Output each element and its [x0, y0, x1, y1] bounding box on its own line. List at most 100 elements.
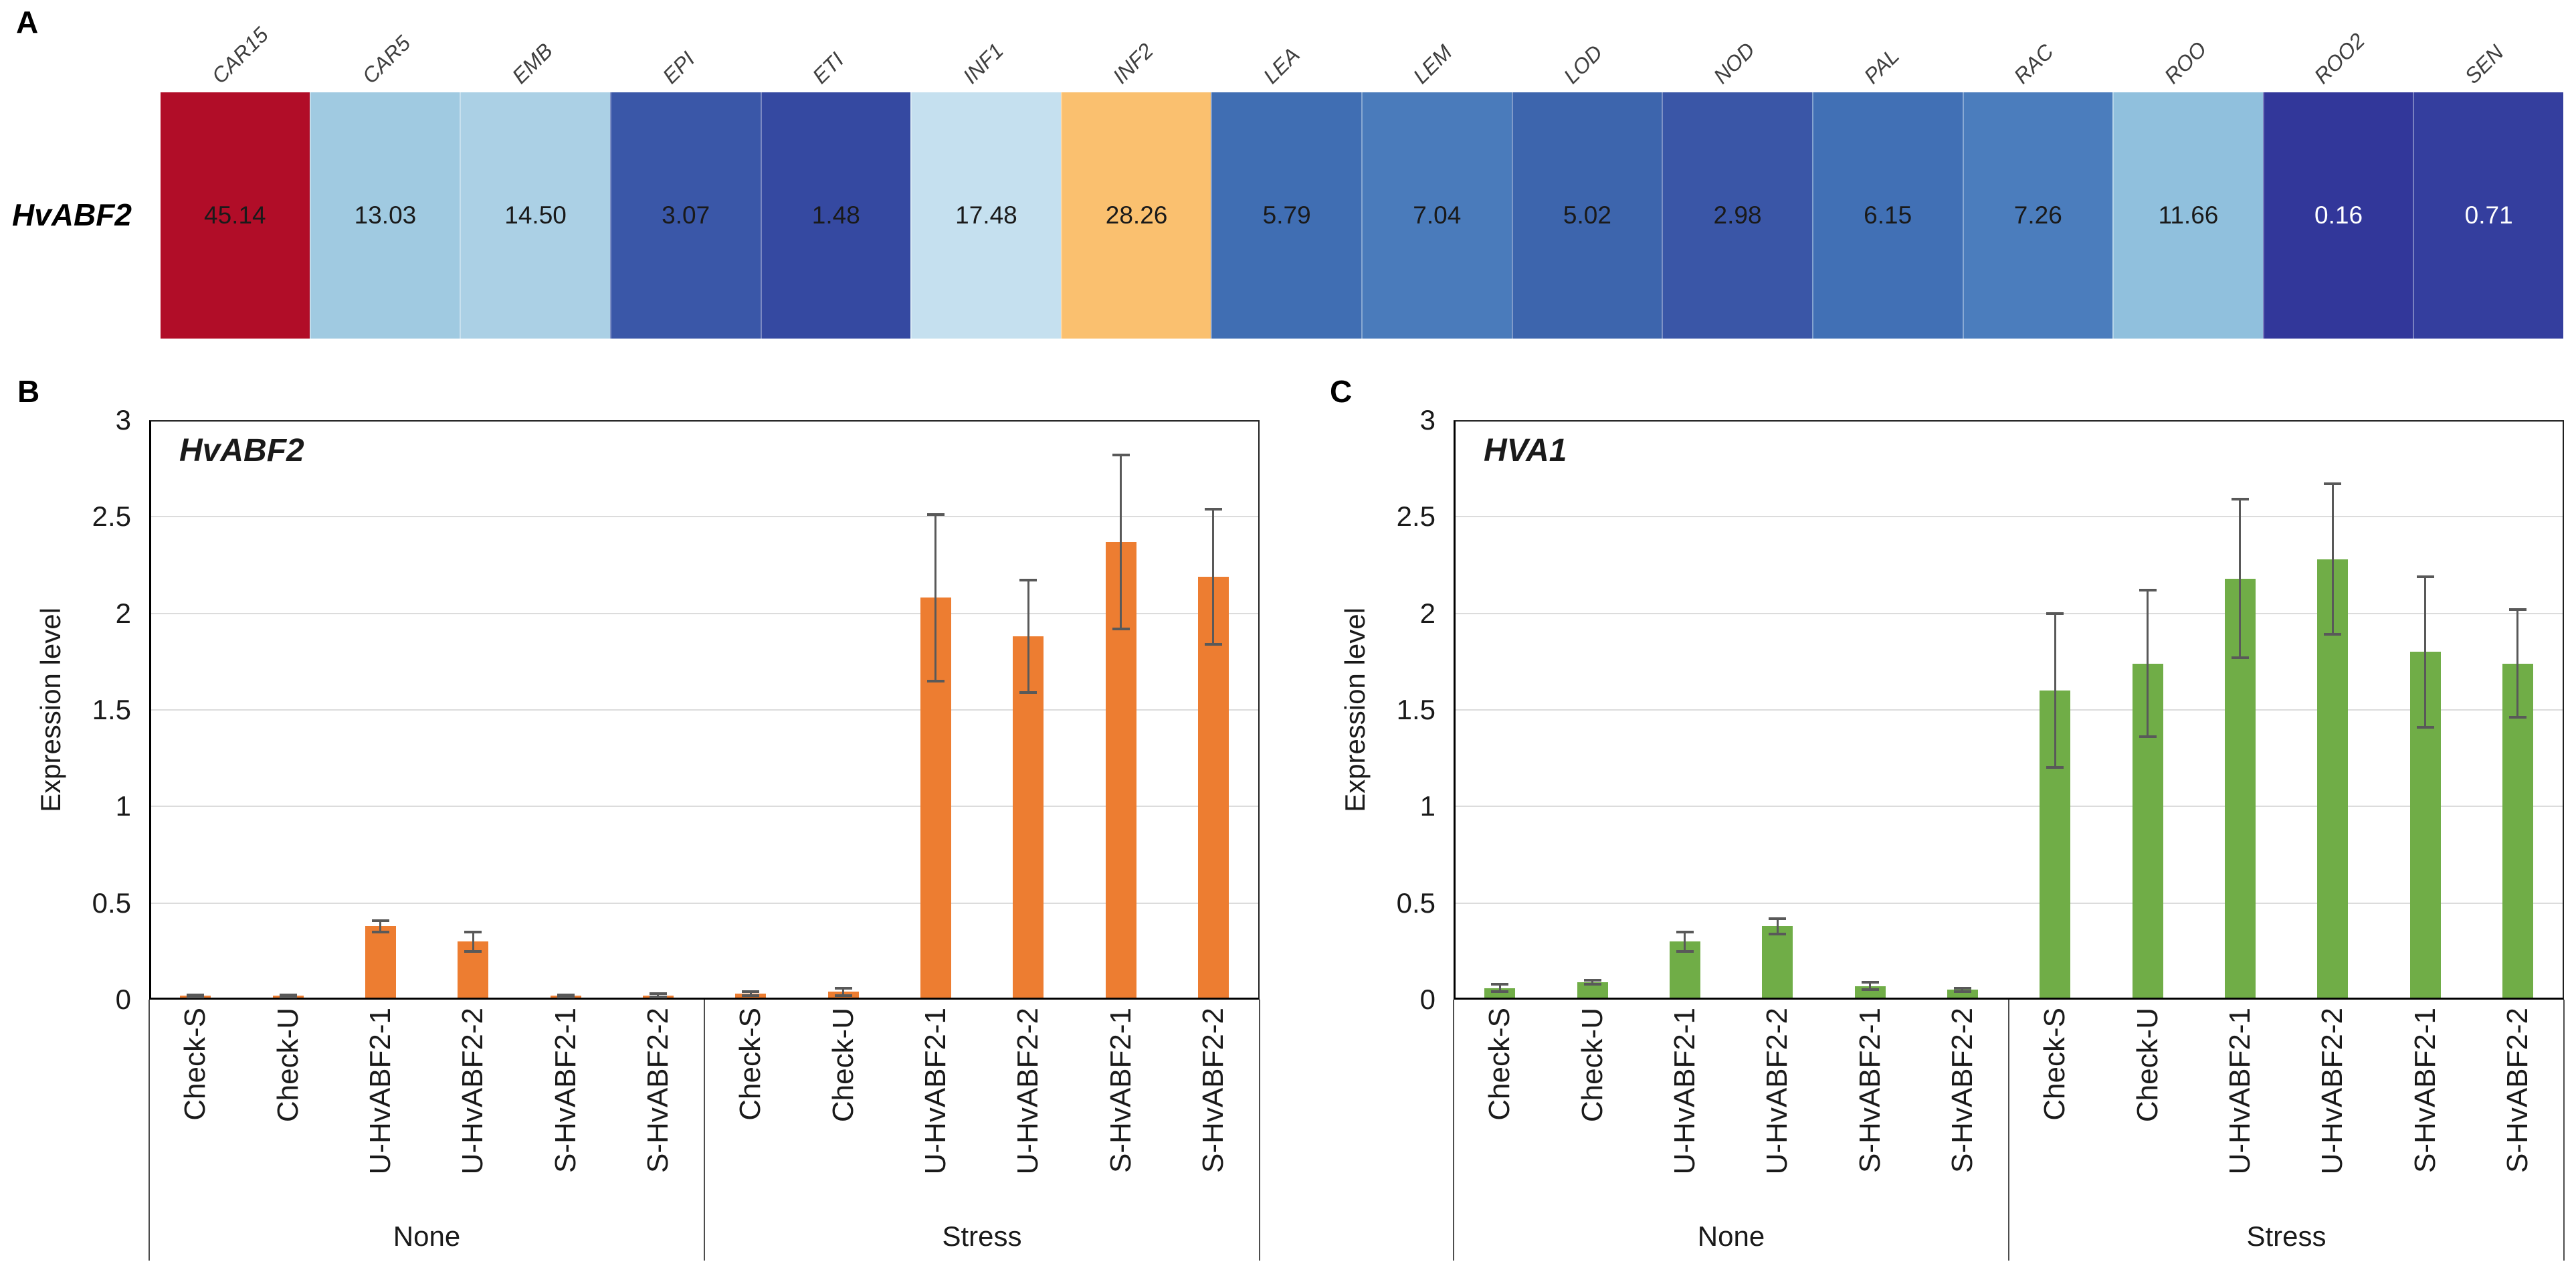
error-bar-cap-bottom	[2046, 766, 2064, 769]
error-bar-cap-top	[834, 986, 852, 990]
y-tick-label: 2	[115, 597, 131, 629]
bar	[1577, 982, 1608, 998]
gridline	[1456, 612, 2563, 614]
y-tick-label: 2.5	[92, 500, 131, 533]
heatmap-cell: 5.79	[1211, 92, 1361, 339]
y-tick-label: 2.5	[1396, 500, 1435, 533]
y-tick-label: 0.5	[1396, 887, 1435, 919]
error-bar-line	[1684, 931, 1686, 951]
error-bar-line	[2331, 484, 2334, 635]
group-boundary-line	[2008, 1000, 2009, 1261]
bar	[365, 926, 396, 998]
heatmap-cell: 7.26	[1962, 92, 2113, 339]
gridline	[151, 709, 1258, 711]
y-tick-label: 0.5	[92, 887, 131, 919]
error-bar-cap-top	[742, 990, 760, 994]
heatmap-cell-value: 0.16	[2314, 201, 2363, 229]
error-bar-cap-top	[1583, 979, 1601, 982]
x-category-label: S-HvABF2-1	[1104, 1008, 1137, 1173]
error-bar-cap-top	[1491, 982, 1509, 986]
error-bar-cap-top	[1676, 930, 1694, 933]
heatmap-cell-value: 1.48	[811, 201, 860, 229]
error-bar-line	[1591, 980, 1593, 984]
gridline	[151, 612, 1258, 614]
error-bar-cap-bottom	[1019, 691, 1037, 694]
gridline	[151, 806, 1258, 808]
heatmap-column-label: EPI	[658, 47, 699, 88]
group-label: None	[393, 1220, 461, 1252]
group-label: None	[1697, 1220, 1765, 1252]
heatmap-cell: 1.48	[760, 92, 911, 339]
group-label: Stress	[2246, 1220, 2326, 1252]
error-bar-cap-top	[1204, 507, 1222, 511]
error-bar-cap-bottom	[1204, 642, 1222, 646]
heatmap-cell-value: 28.26	[1105, 201, 1168, 229]
heatmap-column-label: LEA	[1258, 42, 1304, 88]
chart-c-title: HVA1	[1484, 433, 1567, 468]
y-tick-label: 1	[1419, 790, 1435, 822]
error-bar-cap-top	[1112, 453, 1130, 456]
heatmap-column-label: SEN	[2460, 40, 2508, 88]
error-bar-cap-top	[187, 993, 205, 996]
error-bar-line	[2516, 609, 2519, 718]
y-tick-label: 0	[115, 984, 131, 1015]
x-category-label: U-HvABF2-1	[1668, 1008, 1701, 1175]
error-bar-cap-top	[2231, 498, 2249, 501]
error-bar-line	[1212, 509, 1215, 644]
y-tick-label: 0	[1419, 984, 1435, 1015]
x-category-label: Check-U	[271, 1008, 304, 1123]
heatmap-column-label: INF1	[958, 38, 1008, 88]
heatmap-cells: 45.14 13.03 14.50 3.07 1.48 17.48 28.26 5.79 7.0…	[161, 92, 2563, 339]
x-category-label: Check-S	[734, 1008, 767, 1121]
error-bar-line	[2147, 589, 2149, 737]
bar	[1013, 636, 1044, 998]
heatmap-cell-value: 6.15	[1864, 201, 1912, 229]
error-bar-cap-bottom	[187, 995, 205, 998]
y-tick-label: 1.5	[92, 694, 131, 725]
gridline	[1456, 709, 2563, 711]
heatmap-cell: 6.15	[1811, 92, 1963, 339]
error-bar-cap-top	[1953, 986, 1971, 990]
x-category-label: U-HvABF2-2	[1761, 1008, 1794, 1175]
heatmap-cell: 17.48	[910, 92, 1061, 339]
heatmap-cell: 0.16	[2262, 92, 2413, 339]
x-category-label: Check-U	[1575, 1008, 1609, 1123]
y-tick-label: 2	[1419, 597, 1435, 629]
error-bar-cap-bottom	[649, 996, 667, 998]
error-bar-cap-top	[1019, 579, 1037, 582]
error-bar-line	[2424, 576, 2426, 727]
error-bar-cap-top	[1769, 917, 1787, 920]
error-bar-cap-top	[279, 993, 297, 996]
x-category-label: S-HvABF2-1	[2408, 1008, 2442, 1173]
error-bar-line	[379, 920, 382, 932]
heatmap-column-label: CAR5	[357, 31, 415, 89]
heatmap-column-label: LEM	[1408, 40, 1457, 88]
error-bar-cap-bottom	[2416, 725, 2434, 729]
group-boundary-line	[2563, 1000, 2565, 1261]
heatmap-cell-value: 14.50	[504, 201, 567, 229]
heatmap-column-label: INF2	[1108, 38, 1159, 88]
x-category-label: Check-U	[826, 1008, 860, 1123]
heatmap-cell-value: 5.79	[1262, 201, 1311, 229]
y-tick-label: 3	[115, 404, 131, 436]
heatmap-cell: 28.26	[1060, 92, 1211, 339]
error-bar-cap-bottom	[279, 995, 297, 998]
plot-frame	[149, 420, 1260, 1000]
error-bar-cap-top	[2324, 482, 2342, 486]
y-tick-label: 1.5	[1396, 694, 1435, 725]
error-bar-line	[1869, 982, 1871, 990]
heatmap-column-label: ETI	[807, 48, 849, 88]
error-bar-cap-top	[2139, 588, 2157, 591]
bar	[1762, 926, 1793, 998]
error-bar-cap-top	[1861, 980, 1879, 984]
x-category-label: Check-S	[179, 1008, 212, 1121]
group-label: Stress	[942, 1220, 1022, 1252]
error-bar-cap-top	[371, 919, 389, 922]
x-category-label: Check-S	[2038, 1008, 2072, 1121]
heatmap-cell: 0.71	[2413, 92, 2563, 339]
x-category-label: Check-U	[2131, 1008, 2164, 1123]
panel-b-label: B	[17, 374, 40, 409]
error-bar-cap-bottom	[557, 995, 575, 998]
heatmap-cell: 3.07	[609, 92, 761, 339]
